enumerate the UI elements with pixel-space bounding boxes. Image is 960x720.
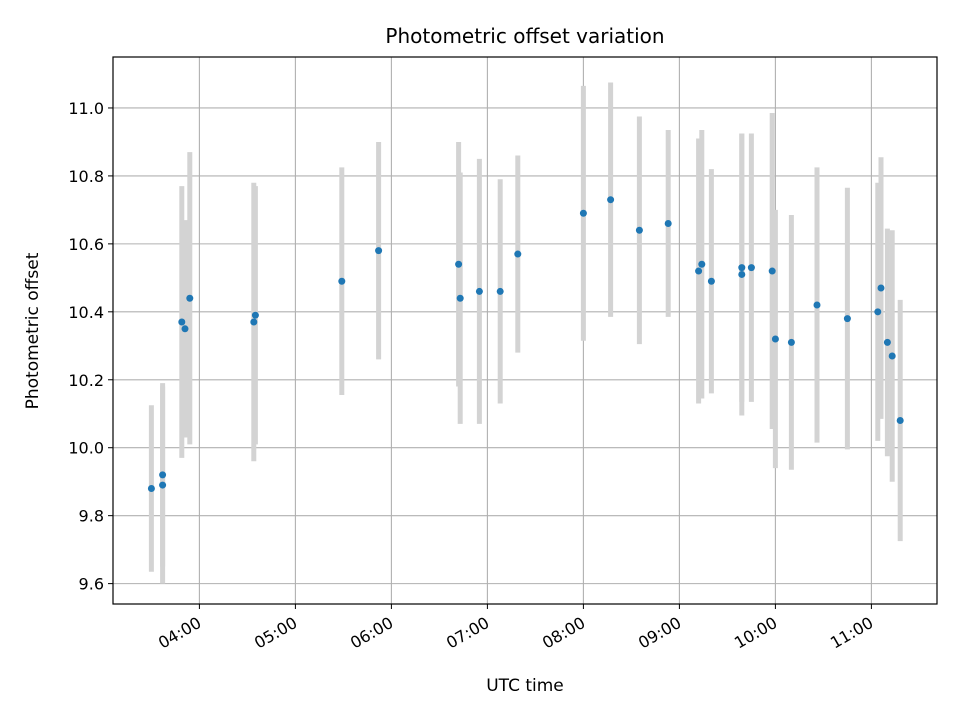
data-point	[159, 481, 167, 489]
data-point	[251, 311, 259, 319]
y-tick-label: 11.0	[68, 99, 104, 118]
y-tick-label: 10.0	[68, 439, 104, 458]
data-point	[455, 260, 463, 268]
data-point	[159, 471, 167, 479]
data-point	[178, 318, 186, 326]
y-axis-ticks: 9.6 9.8 10.0 10.2 10.4 10.6 10.8 11.0	[68, 99, 113, 594]
y-tick-label: 10.4	[68, 303, 104, 322]
x-axis-title: UTC time	[486, 676, 564, 696]
data-point	[695, 267, 703, 275]
data-point	[664, 219, 672, 227]
data-point	[768, 267, 776, 275]
data-point	[877, 284, 885, 292]
data-point	[896, 417, 904, 425]
data-points	[147, 196, 904, 492]
y-tick-label: 10.8	[68, 167, 104, 186]
data-point	[607, 196, 615, 204]
data-point	[496, 287, 504, 295]
grid-lines	[113, 57, 937, 604]
data-point	[186, 294, 194, 302]
data-point	[475, 287, 483, 295]
data-point	[888, 352, 896, 360]
y-tick-label: 10.6	[68, 235, 104, 254]
data-point	[707, 277, 715, 285]
y-axis-title: Photometric offset	[23, 252, 43, 409]
data-point	[883, 338, 891, 346]
plot-frame	[112, 56, 938, 605]
data-point	[747, 264, 755, 272]
data-point	[874, 308, 882, 316]
data-point	[250, 318, 258, 326]
y-tick-label: 9.6	[79, 575, 104, 594]
data-point	[181, 325, 189, 333]
data-point	[698, 260, 706, 268]
data-point	[456, 294, 464, 302]
data-point	[514, 250, 522, 258]
chart-title: Photometric offset variation	[385, 24, 664, 48]
data-point	[147, 484, 155, 492]
data-point	[375, 247, 383, 255]
data-point	[771, 335, 779, 343]
data-point	[338, 277, 346, 285]
y-tick-label: 9.8	[79, 507, 104, 526]
data-point	[579, 209, 587, 217]
data-point	[813, 301, 821, 309]
data-point	[738, 270, 746, 278]
y-tick-label: 10.2	[68, 371, 104, 390]
data-point	[635, 226, 643, 234]
data-point	[787, 338, 795, 346]
data-point	[843, 315, 851, 323]
data-point	[738, 264, 746, 272]
